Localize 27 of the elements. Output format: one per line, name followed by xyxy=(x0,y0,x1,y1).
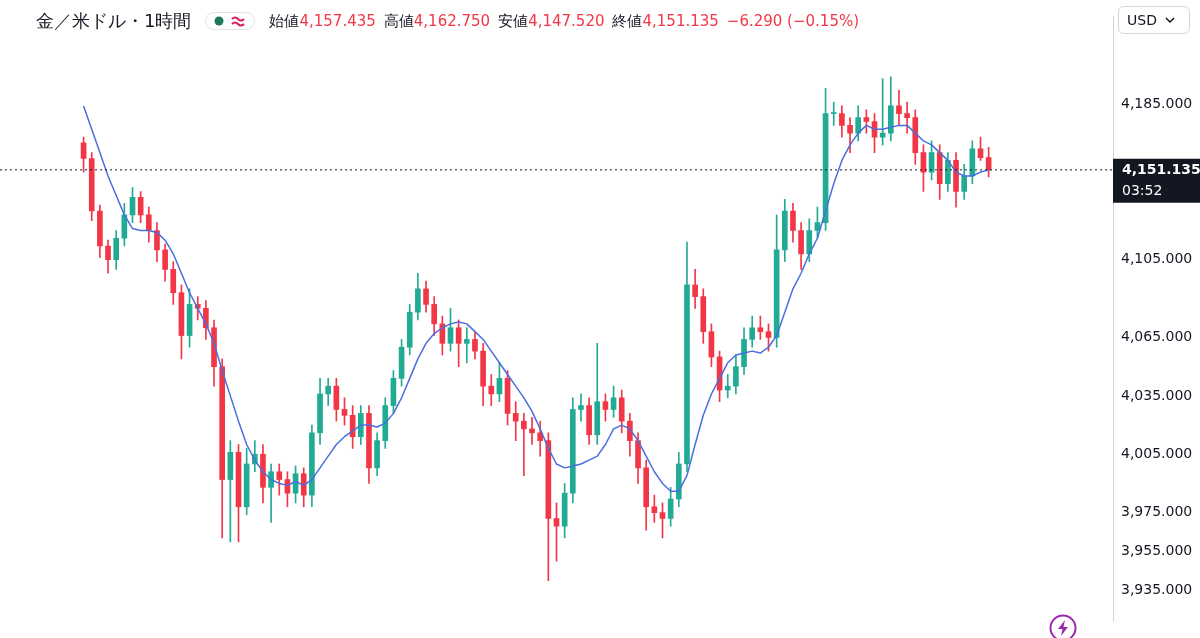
candlestick xyxy=(463,327,470,364)
candlestick xyxy=(724,374,731,399)
candlestick xyxy=(529,416,535,445)
annotation: 始値4,157.435 xyxy=(269,11,376,30)
y-tick-label: 3,935.000 xyxy=(1121,581,1193,598)
annotation: −6.290 (−0.15%) xyxy=(726,12,860,30)
y-tick-label: 3,975.000 xyxy=(1121,503,1193,520)
annotation: 安値4,147.520 xyxy=(498,11,605,30)
candlestick xyxy=(578,393,584,422)
candlestick xyxy=(488,374,495,406)
y-tick-label: 4,185.000 xyxy=(1121,94,1193,111)
candlestick xyxy=(830,101,837,126)
y-tick-label: 4,005.000 xyxy=(1121,444,1193,461)
ref-line-label: 4,151.135 xyxy=(1122,160,1200,177)
text: 03:52 xyxy=(1122,181,1163,198)
annotation: 終値4,151.135 xyxy=(612,11,719,30)
y-tick-label: 3,955.000 xyxy=(1121,542,1193,559)
y-tick-label: 4,065.000 xyxy=(1121,328,1193,345)
candlestick xyxy=(512,401,519,441)
candlestick xyxy=(896,90,902,126)
y-tick-label: 4,105.000 xyxy=(1121,250,1193,267)
candlestick xyxy=(521,413,527,476)
y-tick-label: 4,035.000 xyxy=(1121,386,1193,403)
chart-title: 金／米ドル・1時間 xyxy=(36,9,192,33)
text: USD xyxy=(1127,12,1157,28)
annotation: 高値4,162.750 xyxy=(383,11,491,30)
candlestick xyxy=(904,101,910,134)
